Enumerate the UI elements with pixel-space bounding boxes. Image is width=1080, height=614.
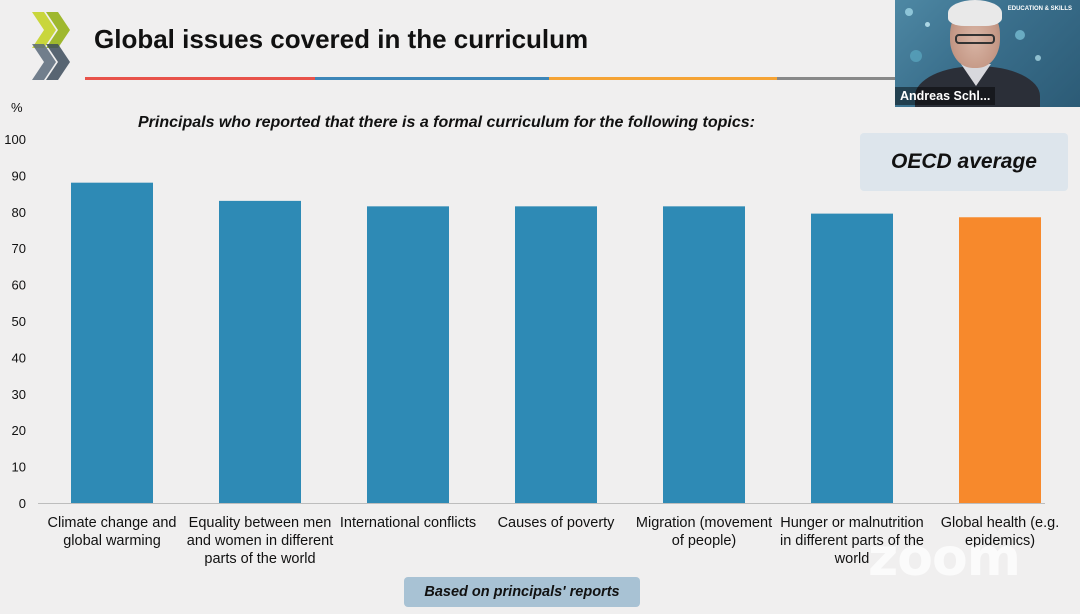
y-tick-label: 0 xyxy=(19,496,26,511)
bar xyxy=(959,217,1041,503)
title-rule xyxy=(85,77,895,80)
participant-hair xyxy=(948,0,1002,26)
bar-chart: 0 10 20 30 40 50 60 70 80 90 100 xyxy=(4,132,1045,511)
y-tick-label: 30 xyxy=(12,387,26,402)
zoom-watermark: zoom xyxy=(868,528,1021,588)
x-tick-label: International conflicts xyxy=(339,515,477,531)
bar xyxy=(71,182,153,503)
bar xyxy=(515,206,597,503)
x-tick-label: Migration (movement of people) xyxy=(635,515,773,549)
x-tick-label: Hunger or malnutrition in different part… xyxy=(779,515,925,567)
oecd-logo-icon xyxy=(32,12,70,80)
slide-title: Global issues covered in the curriculum xyxy=(94,24,589,54)
footnote-label: Based on principals' reports xyxy=(404,577,640,607)
bar xyxy=(219,200,301,503)
chart-subtitle: Principals who reported that there is a … xyxy=(138,114,755,131)
y-tick-label: 100 xyxy=(4,132,26,147)
y-axis-unit: % xyxy=(11,100,23,115)
y-tick-label: 70 xyxy=(12,241,26,256)
background-bokeh xyxy=(910,50,922,62)
x-tick-label: Climate change and global warming xyxy=(47,515,177,549)
title-rule-segment xyxy=(85,77,315,80)
title-rule-segment xyxy=(777,77,895,80)
title-rule-segment xyxy=(549,77,777,80)
participant-name-label: Andreas Schl... xyxy=(895,87,996,105)
background-bokeh xyxy=(1035,55,1041,61)
bar xyxy=(367,206,449,503)
brand-text: EDUCATION & SKILLS xyxy=(1007,6,1072,12)
title-rule-segment xyxy=(315,77,549,80)
participant-glasses xyxy=(955,34,995,44)
y-tick-label: 80 xyxy=(12,205,26,220)
x-tick-label: Global health (e.g. epidemics) xyxy=(940,515,1060,549)
y-tick-label: 40 xyxy=(12,350,26,365)
oecd-average-label: OECD average xyxy=(860,133,1068,191)
participant-video-tile[interactable]: EDUCATION & SKILLS Andreas Schl... xyxy=(895,0,1080,107)
y-tick-label: 10 xyxy=(12,460,26,475)
y-tick-label: 90 xyxy=(12,168,26,183)
x-tick-label: Equality between men and women in differ… xyxy=(186,515,334,567)
background-bokeh xyxy=(905,8,913,16)
y-tick-label: 20 xyxy=(12,423,26,438)
bar xyxy=(663,206,745,503)
x-tick-label: Causes of poverty xyxy=(497,515,615,531)
background-bokeh xyxy=(925,22,930,27)
background-bokeh xyxy=(1015,30,1025,40)
bar xyxy=(811,213,893,503)
y-tick-label: 60 xyxy=(12,278,26,293)
y-tick-label: 50 xyxy=(12,314,26,329)
